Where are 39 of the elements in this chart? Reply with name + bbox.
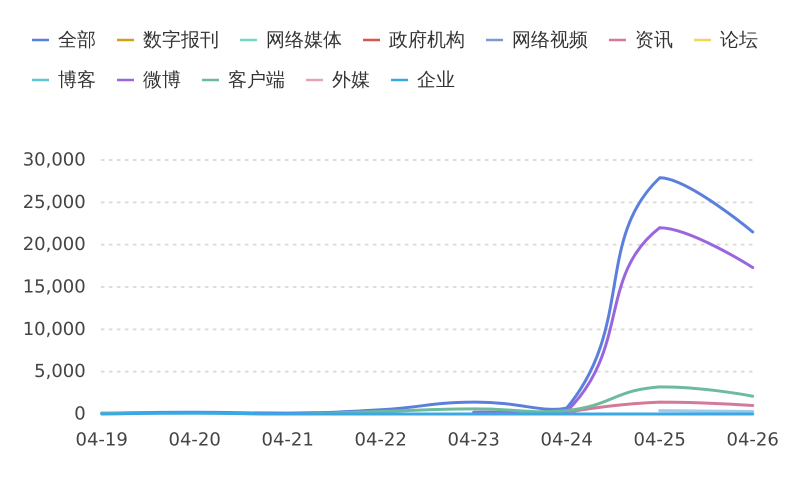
legend-item: 全部 xyxy=(32,29,96,51)
legend-item: 资讯 xyxy=(609,29,673,51)
x-tick-label: 04-20 xyxy=(168,430,221,450)
y-tick-label: 20,000 xyxy=(22,234,86,256)
y-tick-label: 5,000 xyxy=(34,361,86,382)
y-tick-label: 10,000 xyxy=(22,318,86,340)
y-tick-label: 25,000 xyxy=(22,192,86,213)
y-tick-label: 30,000 xyxy=(22,150,86,170)
legend-label: 网络视频 xyxy=(512,29,588,51)
legend-item: 网络视频 xyxy=(486,29,588,51)
legend-item: 数字报刊 xyxy=(117,29,219,51)
x-tick-label: 04-26 xyxy=(726,430,779,450)
legend-item: 外媒 xyxy=(306,69,370,91)
legend-label: 微博 xyxy=(143,69,181,91)
x-tick-label: 04-24 xyxy=(540,430,593,450)
legend-label: 企业 xyxy=(417,69,455,91)
legend-label: 论坛 xyxy=(720,29,758,51)
legend-item: 企业 xyxy=(391,69,455,91)
legend-item: 博客 xyxy=(32,69,96,91)
legend-item: 论坛 xyxy=(694,29,758,51)
x-tick-label: 04-19 xyxy=(76,430,128,450)
x-tick-label: 04-23 xyxy=(448,430,500,450)
legend-label: 全部 xyxy=(58,29,96,51)
legend-item: 客户端 xyxy=(202,69,285,91)
legend-item: 网络媒体 xyxy=(240,29,342,51)
legend-item: 微博 xyxy=(117,69,181,91)
x-tick-label: 04-22 xyxy=(354,430,407,450)
legend-label: 外媒 xyxy=(332,69,370,91)
legend-label: 客户端 xyxy=(228,69,285,91)
y-tick-label: 0 xyxy=(74,404,86,424)
legend-item: 政府机构 xyxy=(363,29,465,51)
x-tick-label: 04-25 xyxy=(634,430,686,450)
legend-label: 数字报刊 xyxy=(143,29,219,51)
legend-label: 政府机构 xyxy=(389,29,465,51)
legend-label: 博客 xyxy=(58,69,96,91)
x-tick-label: 04-21 xyxy=(262,430,314,450)
y-tick-label: 15,000 xyxy=(22,276,86,298)
legend-label: 资讯 xyxy=(635,29,673,51)
legend-label: 网络媒体 xyxy=(266,29,342,51)
